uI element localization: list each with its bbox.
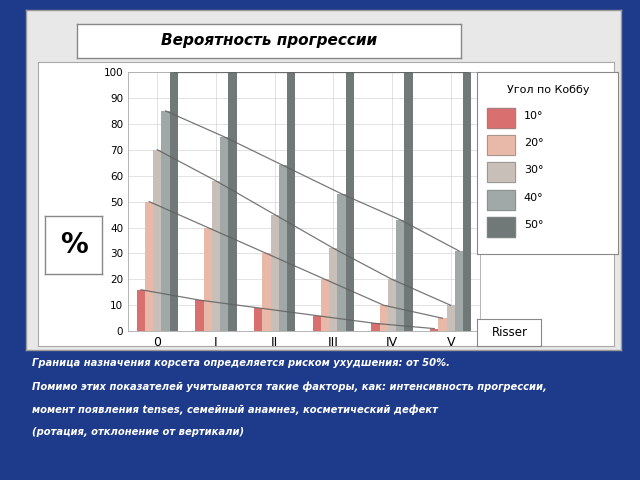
Bar <box>404 72 413 331</box>
Bar <box>220 137 228 331</box>
Bar <box>447 305 455 331</box>
Bar <box>137 290 145 331</box>
Bar <box>337 194 346 331</box>
Bar <box>487 162 515 182</box>
Bar <box>430 329 438 331</box>
Bar <box>380 305 388 331</box>
Bar <box>153 150 161 331</box>
Text: 40°: 40° <box>524 193 543 203</box>
Bar <box>170 72 178 331</box>
Bar <box>487 217 515 237</box>
Text: Вероятность прогрессии: Вероятность прогрессии <box>161 33 377 48</box>
Bar <box>388 279 396 331</box>
Bar <box>287 72 295 331</box>
Bar <box>463 72 471 331</box>
Bar <box>279 165 287 331</box>
Bar <box>487 135 515 155</box>
Bar <box>271 215 279 331</box>
Bar <box>455 251 463 331</box>
Text: 20°: 20° <box>524 138 543 148</box>
Bar <box>487 108 515 128</box>
Text: Угол по Коббу: Угол по Коббу <box>507 85 589 95</box>
Bar <box>487 108 515 128</box>
Text: 10°: 10° <box>524 111 543 121</box>
Bar <box>204 228 212 331</box>
Bar <box>487 135 515 155</box>
Bar <box>329 248 337 331</box>
Bar <box>396 220 404 331</box>
Text: (ротация, отклонение от вертикали): (ротация, отклонение от вертикали) <box>32 427 244 437</box>
Bar <box>371 324 380 331</box>
Bar <box>487 190 515 210</box>
Text: Risser: Risser <box>492 326 527 339</box>
Bar <box>487 217 515 237</box>
Bar <box>487 162 515 182</box>
Bar <box>195 300 204 331</box>
Bar <box>313 316 321 331</box>
Bar <box>262 253 271 331</box>
Text: Граница назначения корсета определяется риском ухудшения: от 50%.: Граница назначения корсета определяется … <box>32 358 450 368</box>
Bar <box>254 308 262 331</box>
Bar <box>321 279 329 331</box>
Text: %: % <box>60 231 88 259</box>
Bar <box>145 202 153 331</box>
Text: 50°: 50° <box>524 220 543 230</box>
Bar <box>487 190 515 210</box>
Bar <box>228 72 237 331</box>
Text: момент появления tenses, семейный анамнез, косметический дефект: момент появления tenses, семейный анамне… <box>32 404 438 415</box>
Bar <box>212 181 220 331</box>
Text: 30°: 30° <box>524 166 543 176</box>
Bar <box>346 72 354 331</box>
Bar <box>438 318 447 331</box>
Text: Помимо этих показателей учитываются такие факторы, как: интенсивность прогрессии: Помимо этих показателей учитываются таки… <box>32 382 547 392</box>
Bar <box>161 111 170 331</box>
